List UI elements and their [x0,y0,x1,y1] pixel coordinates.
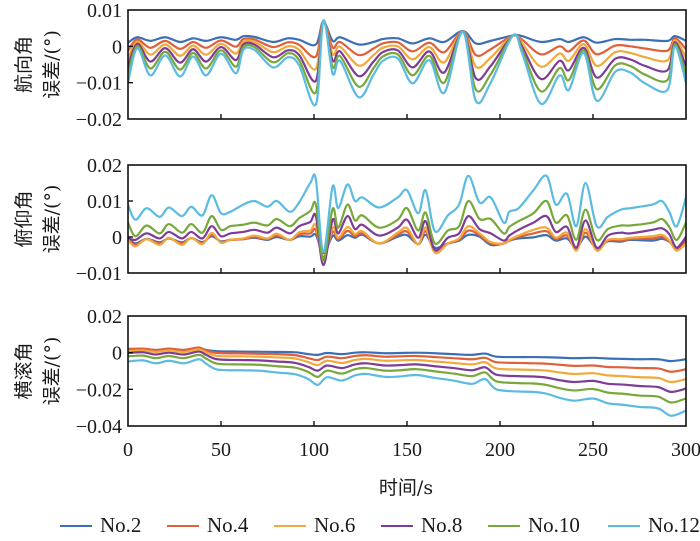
legend-item-no12: No.12 [608,513,700,537]
series-group [128,173,686,267]
series-group [128,346,686,417]
y-tick-label: −0.04 [76,416,122,438]
series-line-no10 [128,19,686,95]
plot-frame [127,315,687,427]
legend-label: No.12 [648,513,700,537]
series-line-no12 [128,173,686,254]
series-line-no8 [128,212,686,267]
legend-label: No.6 [314,513,355,537]
series-line-no12 [128,19,686,107]
x-axis-labels: 时间/s 0 50 100 150 200 250 300 [123,439,700,499]
series-line-no8 [128,19,686,83]
y-tick-label: −0.02 [76,379,122,401]
x-tick-label: 0 [123,439,133,461]
y-axis-title-line1: 航向角 [13,36,35,93]
legend-label: No.2 [100,513,141,537]
series-line-no12 [128,358,686,417]
x-tick-label: 200 [485,439,515,461]
legend-label: No.10 [528,513,580,537]
legend-label: No.4 [207,513,249,537]
y-tick-label: −0.01 [76,73,122,95]
y-tick-label: 0 [112,227,122,249]
series-line-no10 [128,353,686,404]
panel-3: −0.04 −0.02 0 0.02 横滚角 误差/(°) [13,306,687,438]
legend-item-no6: No.6 [274,513,355,537]
panel-1: −0.02 −0.01 0 0.01 航向角 误差/(°) [13,0,687,131]
y-tick-label: 0.02 [87,155,122,177]
legend-item-no8: No.8 [381,513,462,537]
legend-item-no2: No.2 [60,513,141,537]
x-tick-label: 300 [671,439,700,461]
panel-2: −0.01 0 0.01 0.02 俯仰角 误差/(°) [13,155,687,285]
y-axis-title-line1: 俯仰角 [13,190,35,247]
series-line-no6 [128,20,686,71]
y-axis-title-line2: 误差/(°) [41,185,63,254]
legend: No.2 No.4 No.6 No.8 No.10 No.12 [60,513,700,537]
legend-label: No.8 [421,513,462,537]
series-line-no2 [128,20,686,47]
series-line-no4 [128,20,686,59]
y-tick-label: 0.01 [87,191,122,213]
series-line-no6 [128,348,686,384]
x-tick-label: 50 [211,439,231,461]
x-tick-label: 250 [578,439,608,461]
legend-item-no10: No.10 [488,513,580,537]
y-tick-label: −0.02 [76,109,122,131]
x-tick-label: 100 [299,439,329,461]
series-line-no4 [128,346,686,373]
y-tick-label: 0 [112,343,122,365]
series-group [128,19,686,107]
x-axis-title: 时间/s [379,477,433,499]
series-line-no8 [128,350,686,394]
y-axis-title-line1: 横滚角 [13,342,35,399]
y-tick-label: −0.01 [76,263,122,285]
series-line-no10 [128,199,686,262]
y-tick-label: 0 [112,36,122,58]
y-axis-title-line2: 误差/(°) [41,30,63,99]
legend-item-no4: No.4 [167,513,249,537]
y-tick-label: 0.02 [87,306,122,328]
y-tick-label: 0.01 [87,0,122,22]
x-tick-label: 150 [392,439,422,461]
series-line-no6 [128,222,686,261]
y-axis-title-line2: 误差/(°) [41,337,63,406]
